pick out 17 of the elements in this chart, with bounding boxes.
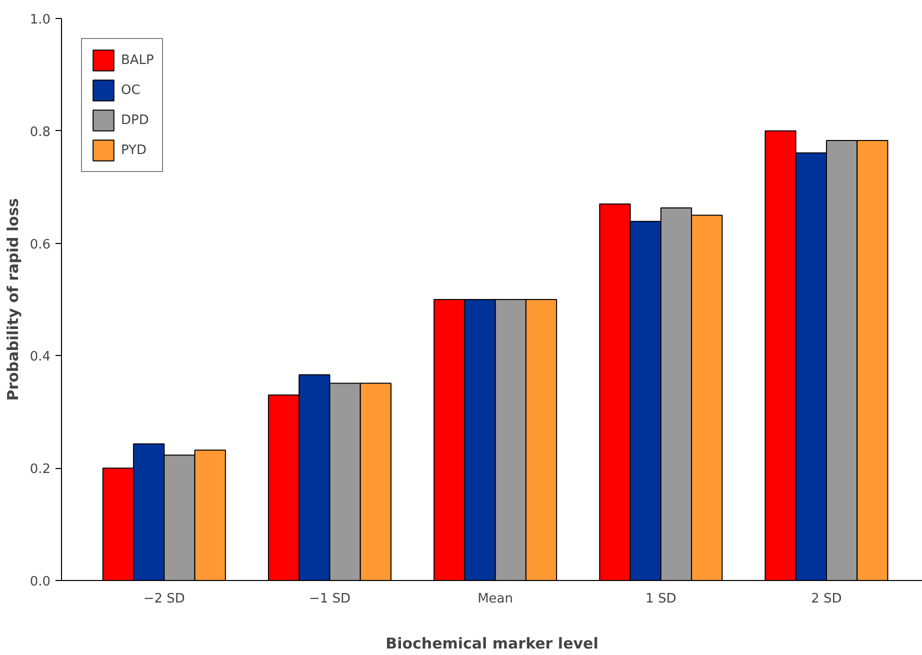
y-tick-label: 0.8	[30, 124, 51, 140]
x-tick-label: −2 SD	[143, 592, 185, 606]
y-tick-label: 0.4	[30, 350, 51, 365]
legend-label: DPD	[121, 112, 149, 128]
x-tick-label: Mean	[478, 592, 514, 606]
legend-label: OC	[121, 82, 141, 98]
y-tick-label: 0.6	[30, 237, 51, 252]
x-tick-label: −1 SD	[308, 592, 351, 606]
y-tick-label: 0.0	[30, 574, 51, 590]
y-tick-label: 0.2	[30, 462, 51, 478]
x-axis-title: Biochemical marker level	[386, 634, 598, 652]
y-axis-title: Probability of rapid loss	[4, 198, 22, 401]
y-tick-label: 1.0	[30, 12, 51, 28]
x-tick-label: 1 SD	[646, 592, 676, 606]
x-tick-label: 2 SD	[811, 592, 842, 606]
legend-label: BALP	[121, 52, 154, 68]
legend-label: PYD	[121, 142, 147, 158]
